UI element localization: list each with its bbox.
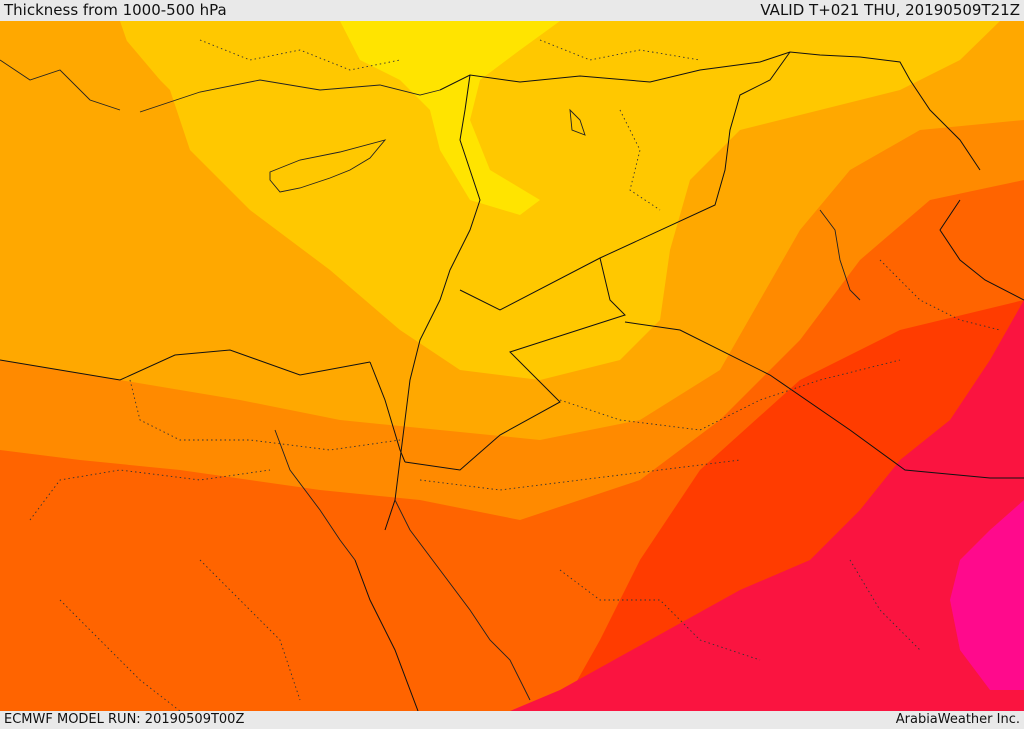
- band-light-orange: [120, 21, 1000, 380]
- coastlines: [0, 59, 861, 701]
- thickness-map[interactable]: [0, 21, 1024, 711]
- band-crimson: [510, 300, 1024, 711]
- credit-label: ArabiaWeather Inc.: [895, 712, 1020, 727]
- band-yellow: [340, 21, 560, 215]
- valid-time: VALID T+021 THU, 20190509T21Z: [760, 1, 1020, 19]
- map-title: Thickness from 1000-500 hPa: [4, 1, 227, 19]
- footer-bar: ECMWF MODEL RUN: 20190509T00Z ArabiaWeat…: [0, 711, 1024, 729]
- country-borders: [0, 51, 1024, 711]
- band-magenta: [950, 500, 1024, 690]
- model-run-label: ECMWF MODEL RUN: 20190509T00Z: [4, 712, 245, 727]
- band-orange-west: [0, 21, 400, 360]
- province-borders: [29, 39, 1001, 711]
- header-bar: Thickness from 1000-500 hPa VALID T+021 …: [0, 0, 1024, 21]
